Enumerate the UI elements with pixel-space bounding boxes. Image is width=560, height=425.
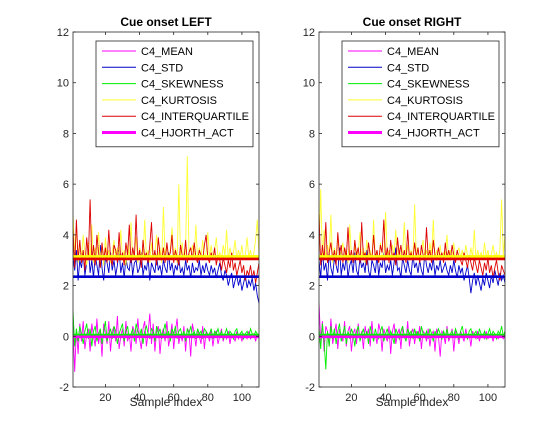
y-tick-label: 6 [309, 179, 315, 191]
x-tick-label: 40 [133, 392, 145, 404]
y-tick-label: 10 [303, 78, 315, 90]
x-tick-label: 60 [414, 392, 426, 404]
x-tick-label: 100 [233, 392, 251, 404]
x-tick-label: 100 [479, 392, 497, 404]
y-tick-label: 12 [57, 27, 69, 39]
legend: C4_MEAN C4_STD C4_SKEWNESS C4_KURTOSIS C4_IN… [341, 40, 500, 148]
plot-area [73, 156, 259, 372]
legend-label: C4_STD [387, 62, 429, 74]
y-tick-label: 0 [309, 331, 315, 343]
legend-label: C4_SKEWNESS [141, 79, 224, 91]
x-tick-label: 60 [168, 392, 180, 404]
y-tick-label: -2 [59, 382, 69, 394]
plot-area [319, 189, 505, 370]
y-tick-label: 0 [63, 331, 69, 343]
chart-title: Cue onset RIGHT [363, 15, 462, 29]
legend-label: C4_STD [141, 62, 183, 74]
legend-label: C4_HJORTH_ACT [141, 128, 234, 140]
x-tick-label: 20 [99, 392, 111, 404]
legend-label: C4_KURTOSIS [387, 95, 463, 107]
legend-box [341, 40, 500, 148]
legend-label: C4_INTERQUARTILE [387, 111, 495, 123]
x-tick-label: 40 [379, 392, 391, 404]
legend-label: C4_KURTOSIS [141, 95, 217, 107]
y-tick-label: 2 [63, 281, 69, 293]
x-axis-label: Sample index [130, 395, 203, 409]
y-tick-label: 12 [303, 27, 315, 39]
series-line-c4-std [319, 247, 505, 294]
legend-label: C4_SKEWNESS [387, 79, 470, 91]
legend-label: C4_INTERQUARTILE [141, 111, 249, 123]
axes-box [72, 31, 260, 388]
legend-label: C4_HJORTH_ACT [387, 128, 480, 140]
y-tick-label: 4 [309, 230, 315, 242]
y-tick-label: -2 [305, 382, 315, 394]
series-group [73, 156, 259, 372]
chart-title: Cue onset LEFT [120, 15, 212, 29]
y-tick-label: 4 [63, 230, 69, 242]
legend-label: C4_MEAN [387, 46, 439, 58]
chart-right: Cue onset RIGHT Sample index -2 0 2 4 6 8 10 12… [303, 15, 506, 409]
y-tick-label: 8 [309, 128, 315, 140]
legend-box [95, 40, 254, 148]
axes-box [318, 31, 506, 388]
y-tick-label: 2 [309, 281, 315, 293]
chart-left: Cue onset LEFT Sample index -2 0 2 4 6 8 10 12 2… [57, 15, 260, 409]
series-group [319, 189, 505, 370]
legend-label: C4_MEAN [141, 46, 193, 58]
legend: C4_MEAN C4_STD C4_SKEWNESS C4_KURTOSIS C4_IN… [95, 40, 254, 148]
x-tick-label: 80 [202, 392, 214, 404]
x-axis-label: Sample index [376, 395, 449, 409]
y-tick-label: 6 [63, 179, 69, 191]
x-tick-label: 20 [345, 392, 357, 404]
x-tick-label: 80 [448, 392, 460, 404]
y-tick-label: 8 [63, 128, 69, 140]
y-tick-label: 10 [57, 78, 69, 90]
